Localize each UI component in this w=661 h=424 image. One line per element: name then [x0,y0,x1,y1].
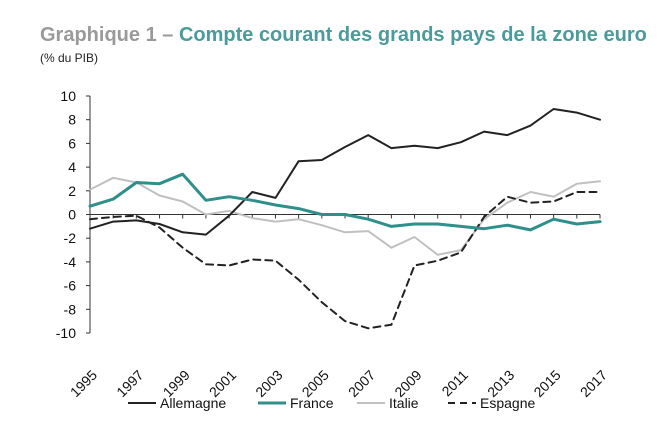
x-tick-label: 1995 [67,367,100,400]
legend-label-italie: Italie [389,395,419,411]
series-line-france [88,172,602,232]
chart-legend: Allemagne France Italie Espagne [128,395,535,411]
y-tick-label: 2 [68,183,76,199]
chart-title-prefix: Graphique 1 – [40,24,179,46]
series-layer [88,108,602,330]
y-tick-label: 8 [68,112,76,128]
y-axis: 10 8 6 4 2 0 -2 -4 -6 -8 -10 [56,88,91,341]
y-tick-label: 0 [68,207,76,223]
x-tick-label: 1997 [113,367,146,400]
legend-label-france: France [290,395,334,411]
x-tick-label: 2011 [438,367,471,400]
y-tick-label: -10 [56,325,76,341]
y-tick-label: -2 [64,230,77,246]
x-axis: 1995 1997 1999 2001 2003 2005 2007 2009 2011 2013… [67,214,610,400]
y-tick-label: -6 [64,278,77,294]
chart-title: Graphique 1 – Compte courant des grands … [40,24,647,47]
y-tick-label: -4 [64,254,77,270]
y-tick-label: 6 [68,135,76,151]
chart-title-main: Compte courant des grands pays de la zon… [178,24,647,46]
x-tick-label: 2003 [252,367,285,400]
series-line-allemagne [89,108,601,236]
y-tick-label: -8 [64,301,77,317]
legend-label-allemagne: Allemagne [160,395,226,411]
x-tick-label: 2015 [530,367,563,400]
x-tick-label: 2017 [577,367,610,400]
legend-label-espagne: Espagne [480,395,535,411]
y-tick-label: 10 [60,88,76,104]
x-tick-label: 2007 [345,367,378,400]
series-line-espagne [89,191,601,330]
y-tick-label: 4 [68,159,76,175]
chart-subtitle: (% du PIB) [40,51,99,65]
